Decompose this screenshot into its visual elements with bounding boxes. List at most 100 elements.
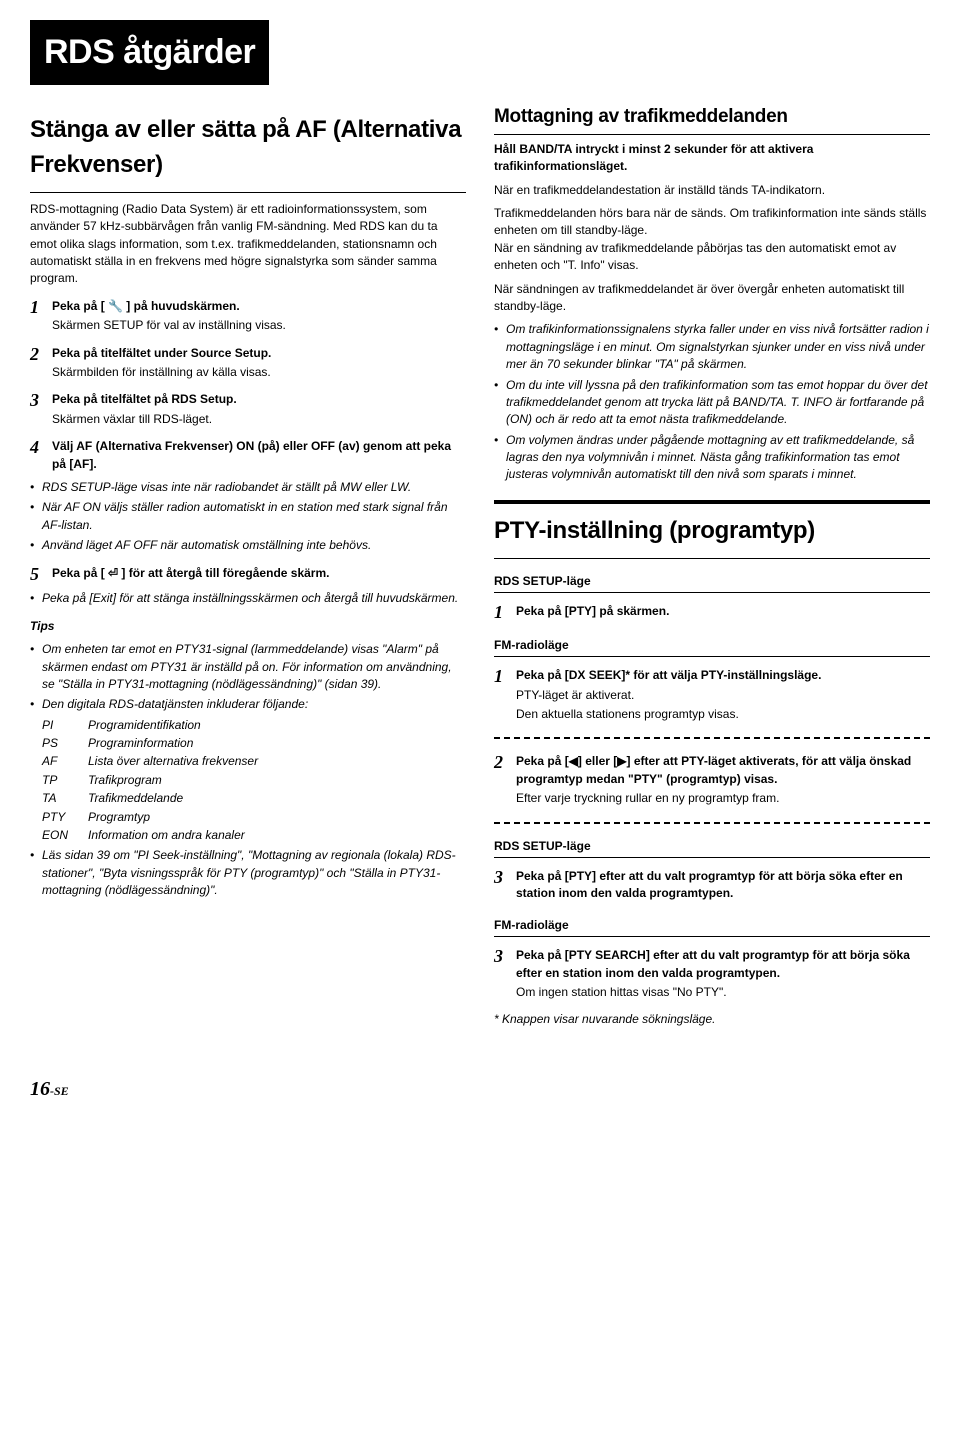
intro-text: RDS-mottagning (Radio Data System) är et… bbox=[30, 201, 466, 288]
abbr-key: TA bbox=[42, 790, 88, 807]
abbr-key: EON bbox=[42, 827, 88, 844]
tips-list: Om enheten tar emot en PTY31-signal (lar… bbox=[30, 641, 466, 899]
para-part: Trafikmeddelanden hörs bara när de sänds… bbox=[494, 206, 926, 237]
abbr-val: Trafikprogram bbox=[88, 772, 162, 789]
para: Trafikmeddelanden hörs bara när de sänds… bbox=[494, 205, 930, 275]
two-columns: Stänga av eller sätta på AF (Alternativa… bbox=[30, 103, 930, 1034]
left-heading: Stänga av eller sätta på AF (Alternativa… bbox=[30, 113, 466, 186]
step-3: 3Peka på titelfältet på RDS Setup. Skärme… bbox=[30, 391, 466, 428]
abbr-key: PTY bbox=[42, 809, 88, 826]
bullet-list: Peka på [Exit] för att stänga inställnin… bbox=[30, 590, 466, 607]
right-heading-2: PTY-inställning (programtyp) bbox=[494, 514, 930, 552]
sub-heading: FM-radioläge bbox=[494, 637, 930, 657]
abbr-val: Lista över alternativa frekvenser bbox=[88, 753, 258, 770]
abbr-val: Trafikmeddelande bbox=[88, 790, 183, 807]
step-num: 1 bbox=[30, 298, 52, 318]
abbr-row: TATrafikmeddelande bbox=[42, 790, 466, 807]
step-main: Peka på [PTY] på skärmen. bbox=[516, 603, 930, 620]
step-pty-3b: 3Peka på [PTY SEARCH] efter att du valt … bbox=[494, 947, 930, 1001]
page-num-suffix: -SE bbox=[50, 1084, 69, 1098]
step-main: Välj AF (Alternativa Frekvenser) ON (på)… bbox=[52, 438, 466, 473]
abbr-key: PI bbox=[42, 717, 88, 734]
step-pty-2: 2Peka på [◀] eller [▶] efter att PTY-läg… bbox=[494, 753, 930, 807]
bullet-list: RDS SETUP-läge visas inte när radiobande… bbox=[30, 479, 466, 555]
step-num: 4 bbox=[30, 438, 52, 458]
bullet-item: Om volymen ändras under pågående mottagn… bbox=[494, 432, 930, 484]
step-num: 3 bbox=[494, 868, 516, 888]
step-sub: Skärmen SETUP för val av inställning vis… bbox=[52, 317, 466, 334]
step-sub: Om ingen station hittas visas "No PTY". bbox=[516, 984, 930, 1001]
step-main: Peka på [DX SEEK]* för att välja PTY-ins… bbox=[516, 667, 930, 684]
step-num: 1 bbox=[494, 667, 516, 687]
abbr-val: Programtyp bbox=[88, 809, 150, 826]
right-heading-1: Mottagning av trafikmeddelanden bbox=[494, 103, 930, 135]
bullet-list: Om trafikinformationssignalens styrka fa… bbox=[494, 321, 930, 484]
rule bbox=[30, 192, 466, 193]
step-sub: Skärmen växlar till RDS-läget. bbox=[52, 411, 466, 428]
left-column: Stänga av eller sätta på AF (Alternativa… bbox=[30, 103, 466, 1034]
bullet-item: Använd läget AF OFF när automatisk omstä… bbox=[30, 537, 466, 554]
tip-item: Den digitala RDS-datatjänsten inkluderar… bbox=[30, 696, 466, 844]
dashed-separator bbox=[494, 737, 930, 739]
step-main: Peka på [PTY] efter att du valt programt… bbox=[516, 868, 930, 903]
abbr-row: TPTrafikprogram bbox=[42, 772, 466, 789]
abbr-key: PS bbox=[42, 735, 88, 752]
step-sub: Skärmbilden för inställning av källa vis… bbox=[52, 364, 466, 381]
footnote: * Knappen visar nuvarande sökningsläge. bbox=[494, 1011, 930, 1028]
right-column: Mottagning av trafikmeddelanden Håll BAN… bbox=[494, 103, 930, 1034]
sub-heading: RDS SETUP-läge bbox=[494, 573, 930, 593]
para-bold: Håll BAND/TA intryckt i minst 2 sekunder… bbox=[494, 141, 930, 176]
tip-item: Om enheten tar emot en PTY31-signal (lar… bbox=[30, 641, 466, 693]
abbr-table: PIProgramidentifikation PSPrograminforma… bbox=[42, 717, 466, 845]
page-banner: RDS åtgärder bbox=[30, 20, 269, 85]
step-main: Peka på [ ⏎ ] för att återgå till föregå… bbox=[52, 565, 466, 582]
sub-heading: RDS SETUP-läge bbox=[494, 838, 930, 858]
page-number: 16-SE bbox=[30, 1075, 930, 1104]
abbr-key: TP bbox=[42, 772, 88, 789]
tips-heading: Tips bbox=[30, 618, 466, 635]
tip-lead: Den digitala RDS-datatjänsten inkluderar… bbox=[42, 697, 308, 711]
step-main: Peka på titelfältet på RDS Setup. bbox=[52, 391, 466, 408]
step-sub: PTY-läget är aktiverat. bbox=[516, 687, 930, 704]
tip-item: Läs sidan 39 om "PI Seek-inställning", "… bbox=[30, 847, 466, 899]
abbr-row: PIProgramidentifikation bbox=[42, 717, 466, 734]
step-pty-3a: 3Peka på [PTY] efter att du valt program… bbox=[494, 868, 930, 903]
step-sub: Efter varje tryckning rullar en ny progr… bbox=[516, 790, 930, 807]
step-num: 2 bbox=[30, 345, 52, 365]
abbr-row: PTYProgramtyp bbox=[42, 809, 466, 826]
bullet-item: Om du inte vill lyssna på den trafikinfo… bbox=[494, 377, 930, 429]
para-part: När en sändning av trafikmeddelande påbö… bbox=[494, 241, 896, 272]
bullet-item: Peka på [Exit] för att stänga inställnin… bbox=[30, 590, 466, 607]
step-num: 5 bbox=[30, 565, 52, 585]
step-5: 5Peka på [ ⏎ ] för att återgå till föreg… bbox=[30, 565, 466, 585]
step-main: Peka på titelfältet under Source Setup. bbox=[52, 345, 466, 362]
bullet-item: Om trafikinformationssignalens styrka fa… bbox=[494, 321, 930, 373]
abbr-row: EONInformation om andra kanaler bbox=[42, 827, 466, 844]
step-pty-1a: 1Peka på [PTY] på skärmen. bbox=[494, 603, 930, 623]
sub-heading: FM-radioläge bbox=[494, 917, 930, 937]
abbr-row: PSPrograminformation bbox=[42, 735, 466, 752]
para: När sändningen av trafikmeddelandet är ö… bbox=[494, 281, 930, 316]
abbr-val: Programidentifikation bbox=[88, 717, 201, 734]
step-1: 1Peka på [ 🔧 ] på huvudskärmen. Skärmen S… bbox=[30, 298, 466, 335]
bullet-item: När AF ON väljs ställer radion automatis… bbox=[30, 499, 466, 534]
step-pty-1b: 1Peka på [DX SEEK]* för att välja PTY-in… bbox=[494, 667, 930, 723]
step-num: 3 bbox=[494, 947, 516, 967]
step-main: Peka på [◀] eller [▶] efter att PTY-läge… bbox=[516, 753, 930, 788]
thick-rule bbox=[494, 500, 930, 504]
step-2: 2Peka på titelfältet under Source Setup.… bbox=[30, 345, 466, 382]
abbr-row: AFLista över alternativa frekvenser bbox=[42, 753, 466, 770]
bullet-item: RDS SETUP-läge visas inte när radiobande… bbox=[30, 479, 466, 496]
step-4: 4Välj AF (Alternativa Frekvenser) ON (på… bbox=[30, 438, 466, 473]
page-num-value: 16 bbox=[30, 1078, 50, 1100]
step-num: 2 bbox=[494, 753, 516, 773]
para: När en trafikmeddelandestation är instäl… bbox=[494, 182, 930, 199]
dashed-separator bbox=[494, 822, 930, 824]
step-num: 3 bbox=[30, 391, 52, 411]
abbr-val: Programinformation bbox=[88, 735, 193, 752]
step-num: 1 bbox=[494, 603, 516, 623]
step-main: Peka på [PTY SEARCH] efter att du valt p… bbox=[516, 947, 930, 982]
abbr-key: AF bbox=[42, 753, 88, 770]
step-main: Peka på [ 🔧 ] på huvudskärmen. bbox=[52, 298, 466, 315]
step-sub: Den aktuella stationens programtyp visas… bbox=[516, 706, 930, 723]
